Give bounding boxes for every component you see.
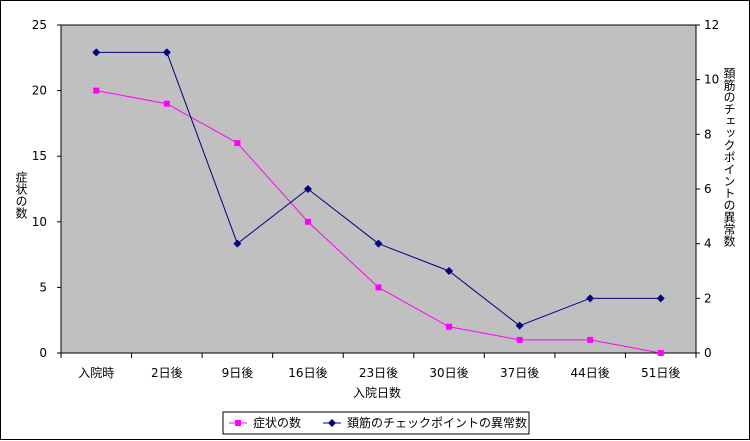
series-1-point: [92, 48, 101, 57]
x-tick-label: 37日後: [500, 366, 539, 380]
x-axis: 入院時 2日後 9日後 16日後 23日後 30日後 37日後 44日後 51日後: [60, 353, 697, 380]
right-tick-label: 6: [704, 182, 712, 196]
series-0-point: [446, 323, 453, 330]
left-tick-label: 15: [32, 149, 47, 163]
series-0-point: [657, 350, 664, 356]
series-0-point: [375, 284, 382, 291]
x-tick-label: 30日後: [429, 366, 468, 380]
y-axis-label-right: 頚筋のチェックポイントの異常数: [722, 67, 736, 248]
left-tick-label: 20: [32, 84, 47, 98]
legend-marker-symptoms: [235, 420, 241, 426]
legend-label-neck: 頚筋のチェックポイントの異常数: [347, 415, 527, 430]
series-1-point: [162, 48, 171, 57]
x-tick-label: 51日後: [641, 366, 680, 380]
series-0-point: [516, 336, 523, 343]
x-tick-label: 16日後: [288, 366, 327, 380]
x-tick-label: 2日後: [151, 366, 183, 380]
right-axis: 0 2 4 6 8 10 12: [696, 18, 719, 360]
right-tick-label: 4: [704, 237, 712, 251]
series-0-point: [234, 140, 241, 147]
left-axis: 0 5 10 15 20 25: [32, 18, 61, 360]
x-tick-label: 44日後: [571, 366, 610, 380]
right-tick-label: 10: [704, 73, 719, 87]
left-tick-label: 0: [39, 346, 47, 360]
series-0-point: [587, 336, 594, 343]
series-1-point: [233, 239, 242, 248]
legend: 症状の数 頚筋のチェックポイントの異常数: [222, 411, 530, 435]
legend-label-symptoms: 症状の数: [253, 415, 301, 430]
series-1-point: [656, 294, 665, 303]
series-1-point: [303, 185, 312, 193]
right-tick-label: 12: [704, 18, 719, 32]
series-1-point: [586, 294, 595, 303]
x-tick-label: 9日後: [222, 366, 254, 380]
right-tick-label: 2: [704, 291, 712, 305]
plot-area: [60, 24, 697, 354]
y-axis-label-left: 症状の数: [14, 170, 28, 220]
series-1-point: [374, 239, 383, 248]
series-layer: [92, 48, 665, 356]
series-0-point: [163, 100, 170, 107]
left-tick-label: 5: [39, 280, 47, 294]
left-tick-label: 10: [32, 215, 47, 229]
x-tick-label: 23日後: [359, 366, 398, 380]
series-0-point: [304, 218, 311, 225]
legend-box: [222, 411, 530, 435]
right-tick-label: 8: [704, 127, 712, 141]
legend-marker-neck: [328, 419, 336, 427]
x-tick-label: 入院時: [78, 366, 114, 380]
series-0-point: [93, 87, 100, 94]
series-1-point: [515, 321, 524, 330]
left-tick-label: 25: [32, 18, 47, 32]
x-axis-label: 入院日数: [353, 385, 401, 400]
right-tick-label: 0: [704, 346, 712, 360]
series-1-point: [445, 267, 454, 275]
